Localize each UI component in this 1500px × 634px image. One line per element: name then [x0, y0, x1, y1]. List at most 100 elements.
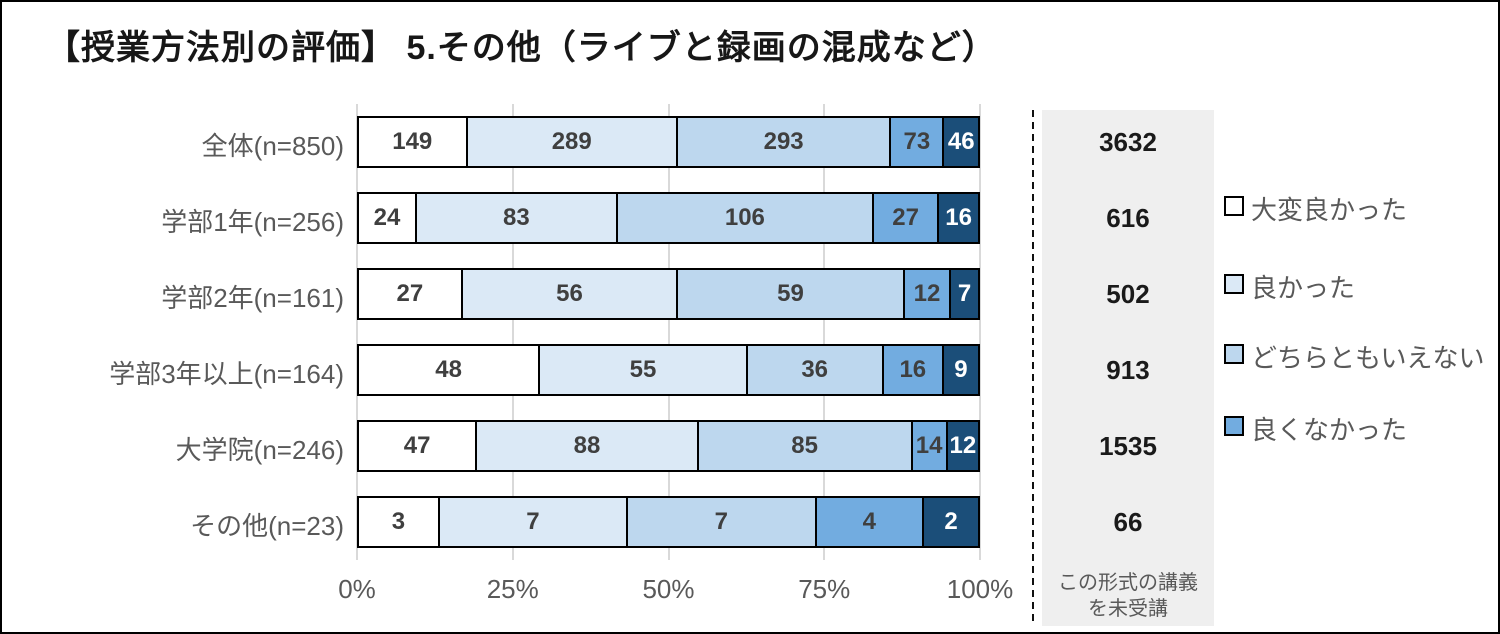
- category-label: その他(n=23): [190, 511, 344, 541]
- legend-item: どちらともいえない: [1224, 340, 1492, 376]
- bar-segment: 59: [678, 270, 905, 318]
- category-label: 学部3年以上(n=164): [109, 359, 344, 389]
- bar-segment: 149: [359, 118, 468, 166]
- legend-item: 大変良かった: [1224, 192, 1492, 228]
- side-panel-footer-line: を未受講: [1088, 598, 1168, 620]
- bar-segment: 106: [617, 194, 875, 242]
- side-panel-footer-line: この形式の講義: [1058, 572, 1198, 594]
- bar-row: 47 88 85 14 12: [357, 420, 980, 472]
- bar-segment-value: 293: [763, 128, 804, 155]
- bar-segment-value: 27: [892, 204, 919, 231]
- bar-segment: 7: [439, 498, 629, 546]
- bar-row: 27 56 59 12 7: [357, 268, 980, 320]
- not-attended-count: 616: [1106, 203, 1150, 233]
- bar-row: 149 289 293 73 46: [357, 116, 980, 168]
- bar-segment: 16: [939, 194, 978, 242]
- x-axis-tick-label: 50%: [642, 574, 695, 604]
- bar-segment-value: 7: [957, 280, 972, 307]
- bar-segment: 12: [904, 270, 952, 318]
- page-title: 【授業方法別の評価】 5.その他（ライブと録画の混成など）: [46, 29, 997, 67]
- legend-swatch-icon: [1224, 274, 1244, 294]
- x-axis-tick-label: 75%: [798, 574, 851, 604]
- gridline: [823, 104, 826, 560]
- gridline: [667, 104, 670, 560]
- legend-item: 良かった: [1224, 270, 1492, 306]
- legend-swatch-icon: [1224, 344, 1244, 364]
- not-attended-count: 66: [1113, 507, 1143, 537]
- bar-segment-value: 4: [862, 508, 877, 535]
- bar-segment-value: 14: [915, 432, 943, 459]
- bar-segment-value: 24: [373, 204, 401, 231]
- bar-segment-value: 12: [949, 432, 977, 459]
- not-attended-count: 1535: [1099, 431, 1157, 461]
- legend-label: 良かった: [1251, 273, 1356, 303]
- bar-segment-value: 7: [526, 508, 540, 535]
- x-axis-tick-label: 25%: [486, 574, 539, 604]
- legend-swatch-icon: [1224, 196, 1244, 216]
- bar-segment-value: 27: [396, 280, 424, 307]
- bar-segment-value: 16: [899, 356, 927, 383]
- category-label: 大学院(n=246): [175, 435, 344, 465]
- category-label: 全体(n=850): [201, 131, 344, 161]
- bar-segment: 24: [359, 194, 418, 242]
- bar-segment: 14: [912, 422, 948, 470]
- bar-segment: 73: [891, 118, 945, 166]
- bar-segment: 46: [944, 118, 978, 166]
- bar-segment: 56: [462, 270, 679, 318]
- bar-segment: 36: [747, 346, 884, 394]
- not-attended-count: 913: [1106, 355, 1150, 385]
- bar-row: 3 7 7 4 2: [357, 496, 980, 548]
- bar-segment-value: 12: [913, 280, 941, 307]
- bar-segment-value: 59: [777, 280, 804, 307]
- bar-segment: 293: [677, 118, 892, 166]
- dashed-divider: [1032, 110, 1034, 626]
- legend-label: 良くなかった: [1251, 415, 1408, 445]
- plot-area: 149 289 293 73 46 24 83 106 27 16 27 56 59 12 7 48 55 36 1…: [356, 104, 981, 560]
- bar-segment-value: 46: [947, 128, 975, 155]
- bar-segment-value: 85: [791, 432, 818, 459]
- legend-swatch-icon: [1224, 416, 1244, 436]
- bar-segment-value: 73: [903, 128, 931, 155]
- bar-segment: 7: [951, 270, 978, 318]
- bar-segment: 2: [924, 498, 978, 546]
- legend-label: 大変良かった: [1251, 195, 1408, 225]
- bar-segment: 85: [698, 422, 913, 470]
- bar-segment: 12: [947, 422, 978, 470]
- bar-segment: 7: [628, 498, 817, 546]
- bar-segment: 4: [816, 498, 925, 546]
- bar-segment-value: 149: [392, 128, 433, 155]
- bar-segment-value: 56: [556, 280, 583, 307]
- bar-segment: 88: [477, 422, 699, 470]
- not-attended-count: 3632: [1099, 127, 1157, 157]
- bar-segment: 289: [467, 118, 678, 166]
- bar-segment-value: 9: [954, 356, 968, 383]
- bar-segment-value: 3: [391, 508, 406, 535]
- category-label: 学部2年(n=161): [161, 283, 344, 313]
- bar-segment: 83: [417, 194, 618, 242]
- bar-segment-value: 106: [724, 204, 765, 231]
- bar-segment-value: 55: [629, 356, 657, 383]
- x-axis-tick-label: 100%: [946, 574, 1014, 604]
- gridline: [979, 104, 981, 560]
- bar-row: 24 83 106 27 16: [357, 192, 980, 244]
- bar-segment: 55: [540, 346, 748, 394]
- gridline: [511, 104, 514, 560]
- side-panel: 3632 616 502 913 1535 66 この形式の講義 を未受講: [1042, 110, 1214, 626]
- bar-segment-value: 48: [435, 356, 462, 383]
- bar-segment: 9: [943, 346, 978, 394]
- bar-segment-value: 7: [714, 508, 728, 535]
- bar-segment-value: 16: [945, 204, 972, 231]
- bar-segment: 3: [359, 498, 440, 546]
- gridline: [356, 104, 358, 560]
- bar-segment-value: 83: [503, 204, 530, 231]
- bar-segment-value: 36: [801, 356, 829, 383]
- bar-segment: 27: [874, 194, 940, 242]
- bar-segment: 16: [883, 346, 944, 394]
- bar-segment-value: 47: [403, 432, 431, 459]
- x-axis-tick-label: 0%: [338, 574, 376, 604]
- bar-segment-value: 88: [573, 432, 601, 459]
- bar-row: 48 55 36 16 9: [357, 344, 980, 396]
- not-attended-count: 502: [1106, 279, 1150, 309]
- bar-segment: 47: [359, 422, 478, 470]
